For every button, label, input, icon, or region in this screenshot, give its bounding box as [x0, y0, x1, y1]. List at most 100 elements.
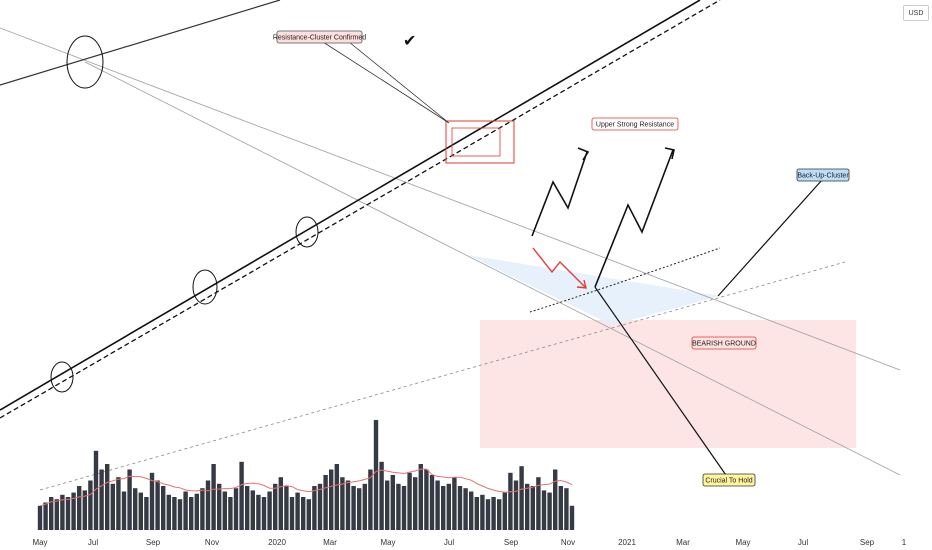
crucial-hold-box: [702, 473, 756, 487]
volume-bar: [435, 480, 440, 530]
volume-bar: [441, 486, 446, 530]
resistance-cluster-box-inner: [451, 127, 501, 157]
volume-bar: [99, 469, 104, 530]
volume-bar: [564, 488, 569, 530]
volume-bar: [469, 491, 474, 530]
volume-bar: [278, 477, 283, 530]
volume-bar: [65, 497, 71, 530]
trend-line-grey: [84, 61, 901, 476]
volume-bar: [429, 475, 435, 530]
volume-bar: [161, 486, 166, 530]
volume-bar: [155, 480, 160, 530]
volume-bar: [183, 491, 188, 530]
ascending-trend-line: [0, 0, 701, 411]
x-tick-label: Mar: [676, 538, 690, 547]
bearish-ground-zone: [480, 320, 856, 448]
x-tick-label: 2020: [268, 538, 286, 547]
backup-cluster-box: [796, 168, 850, 182]
volume-bar: [502, 492, 507, 530]
volume-bar: [390, 475, 395, 530]
x-tick-label: Jul: [88, 538, 98, 547]
volume-bar: [43, 502, 48, 530]
volume-bar: [177, 499, 183, 530]
projection-path-up: [531, 151, 588, 237]
volume-bar: [88, 480, 93, 530]
volume-bar: [194, 493, 199, 530]
x-tick-label: Sep: [504, 538, 519, 547]
volume-bar: [116, 477, 121, 530]
volume-bar: [373, 420, 379, 530]
x-tick-label: May: [380, 538, 395, 547]
volume-bar: [345, 480, 351, 530]
volume-bar: [60, 494, 65, 530]
volume-bar: [127, 469, 132, 530]
callout-pointer: [717, 179, 823, 297]
volume-bar: [340, 477, 345, 530]
volume-bar: [217, 483, 222, 530]
volume-bar: [71, 492, 76, 530]
volume-bar: [245, 486, 250, 530]
volume-bar: [558, 486, 563, 530]
volume-bar: [273, 483, 278, 530]
touch-circle: [66, 35, 104, 89]
x-tick-label: Jul: [444, 538, 454, 547]
volume-bar: [446, 483, 451, 530]
volume-bar: [250, 490, 255, 530]
volume-bar: [77, 486, 82, 530]
volume-bar: [553, 469, 558, 530]
projection-path-long: [594, 149, 674, 288]
volume-bar: [368, 469, 373, 530]
volume-bar: [525, 483, 530, 530]
resistance-cluster-box: [445, 120, 515, 164]
volume-bar: [306, 499, 311, 530]
volume-bar: [536, 477, 541, 530]
volume-bar: [491, 497, 496, 530]
projection-arrowhead-red: [576, 279, 587, 289]
currency-badge[interactable]: USD: [903, 5, 929, 21]
x-tick-label: May: [735, 538, 750, 547]
x-tick-label: Sep: [146, 538, 161, 547]
dotted-support-line: [39, 261, 846, 491]
backup-cluster-label: Back-Up-Cluster: [797, 173, 849, 180]
volume-bar: [267, 491, 272, 530]
volume-bar: [379, 461, 384, 530]
volume-bar: [211, 464, 216, 530]
upper-resistance-label: Upper Strong Resistance: [596, 122, 674, 129]
volume-ma-line: [39, 468, 573, 507]
volume-bar: [508, 472, 513, 530]
volume-bar: [233, 488, 239, 530]
volume-bar: [166, 494, 171, 530]
volume-bar: [547, 492, 552, 530]
volume-bar: [284, 486, 289, 530]
volume-bar: [413, 477, 418, 530]
x-tick-label: 2021: [618, 538, 636, 547]
volume-bar: [149, 472, 155, 530]
x-tick-label: Sep: [860, 538, 875, 547]
volume-bar: [396, 483, 401, 530]
volume-bar: [93, 450, 99, 530]
volume-bar: [513, 480, 519, 530]
touch-circle: [192, 269, 218, 305]
projection-path-down: [532, 247, 586, 288]
volume-bar: [172, 497, 177, 530]
resistance-cluster-box: [276, 30, 363, 44]
volume-bar: [463, 488, 468, 530]
projection-arrowhead: [664, 147, 675, 160]
trend-line-grey: [0, 27, 901, 371]
volume-bar: [54, 499, 59, 530]
volume-bar: [452, 477, 457, 530]
volume-bar: [519, 466, 524, 530]
volume-bar: [200, 488, 205, 530]
volume-bar: [530, 486, 535, 530]
volume-bar: [105, 464, 110, 530]
volume-bar: [362, 483, 367, 530]
volume-bar: [189, 497, 194, 530]
bearish-ground-label: BEARISH GROUND: [692, 341, 756, 348]
price-axis-bg: [902, 0, 932, 550]
x-tick-label: Mar: [323, 538, 337, 547]
volume-bar: [541, 490, 547, 530]
volume-bar: [228, 497, 233, 530]
bearish-ground-box: [691, 336, 757, 350]
volume-bar: [497, 499, 502, 530]
